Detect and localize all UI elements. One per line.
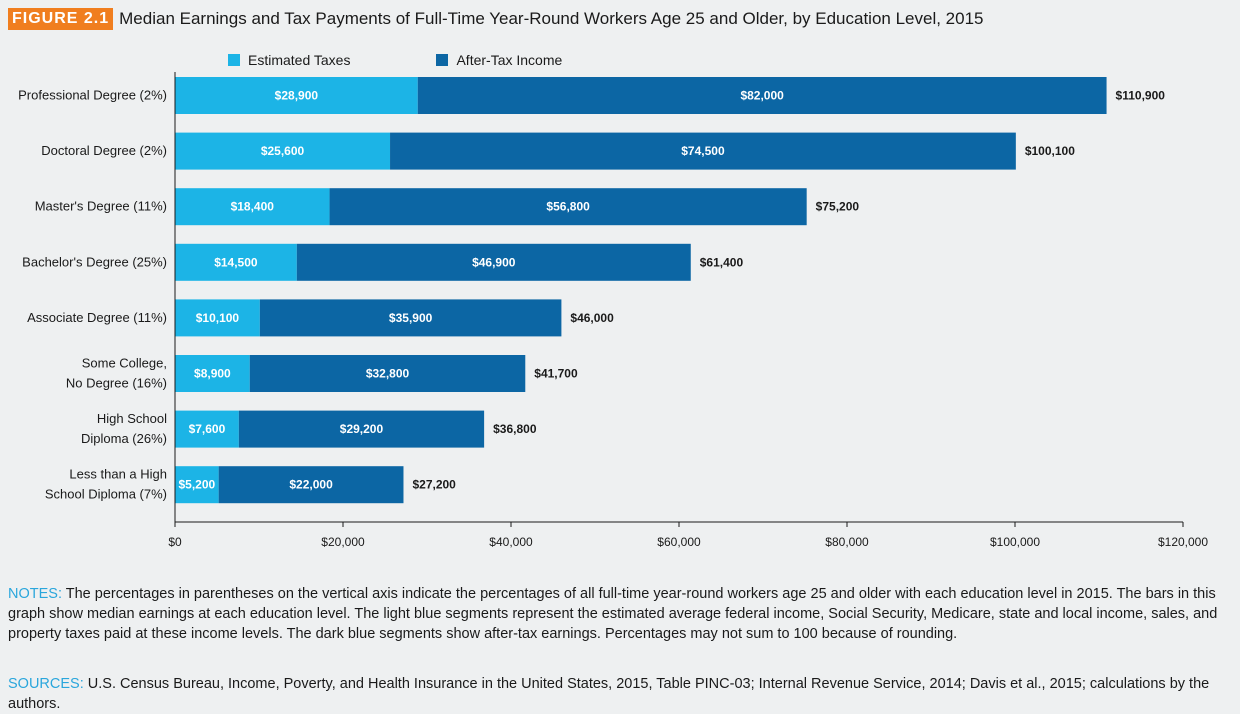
x-tick-label: $0: [168, 535, 182, 549]
bar-value-label: $18,400: [231, 200, 275, 214]
bar-total-label: $75,200: [816, 200, 860, 214]
category-label: School Diploma (7%): [45, 487, 167, 502]
figure-tag: FIGURE 2.1: [8, 8, 114, 30]
notes-text: The percentages in parentheses on the ve…: [8, 586, 1218, 642]
bar-total-label: $46,000: [570, 311, 614, 325]
bar-segment-after-tax-4: [259, 299, 562, 337]
bar-segment-taxes-6: [175, 410, 239, 448]
category-label: Less than a High: [69, 467, 167, 482]
category-label: Associate Degree (11%): [27, 310, 167, 325]
bar-value-label: $10,100: [196, 311, 240, 325]
bar-total-label: $100,100: [1025, 144, 1075, 158]
x-tick-label: $80,000: [825, 535, 869, 549]
category-label: Bachelor's Degree (25%): [22, 254, 167, 269]
bar-segment-taxes-4: [175, 299, 260, 337]
legend-label-after-tax-income: After-Tax Income: [456, 52, 563, 68]
x-tick-label: $40,000: [489, 535, 533, 549]
bar-value-label: $56,800: [546, 200, 590, 214]
bar-total-label: $110,900: [1116, 89, 1166, 103]
bar-segment-taxes-3: [175, 243, 297, 281]
x-tick-label: $20,000: [321, 535, 365, 549]
chart-legend: Estimated Taxes After-Tax Income: [228, 51, 648, 69]
bar-total-label: $41,700: [534, 367, 578, 381]
bar-segment-after-tax-0: [417, 77, 1107, 114]
legend-item-after-tax-income: After-Tax Income: [436, 52, 562, 68]
bar-segment-taxes-1: [175, 132, 391, 170]
bar-value-label: $82,000: [740, 89, 784, 103]
x-tick-label: $60,000: [657, 535, 701, 549]
bar-value-label: $7,600: [189, 422, 226, 436]
bar-segment-after-tax-2: [329, 188, 807, 226]
legend-swatch-estimated-taxes: [228, 54, 240, 66]
figure-header: FIGURE 2.1 Median Earnings and Tax Payme…: [8, 6, 1232, 32]
bar-total-label: $61,400: [700, 255, 744, 269]
bar-segment-after-tax-5: [249, 355, 526, 392]
category-label: Some College,: [82, 356, 167, 371]
notes: NOTES: The percentages in parentheses on…: [8, 584, 1232, 644]
sources-text: U.S. Census Bureau, Income, Poverty, and…: [8, 676, 1210, 712]
x-tick-label: $120,000: [1158, 535, 1208, 549]
bar-segment-after-tax-6: [238, 410, 485, 448]
bar-value-label: $25,600: [261, 144, 305, 158]
bar-value-label: $32,800: [366, 367, 410, 381]
category-label: Doctoral Degree (2%): [41, 143, 167, 158]
category-label: Professional Degree (2%): [18, 88, 167, 103]
bar-segment-after-tax-7: [218, 466, 404, 504]
category-label: Master's Degree (11%): [35, 199, 167, 214]
x-tick-label: $100,000: [990, 535, 1040, 549]
bar-segment-taxes-2: [175, 188, 330, 226]
bar-segment-taxes-5: [175, 355, 250, 392]
bar-segment-taxes-7: [175, 466, 219, 504]
notes-label: NOTES:: [8, 586, 62, 602]
sources-label: SOURCES:: [8, 676, 84, 692]
bar-value-label: $22,000: [289, 478, 333, 492]
category-label: Diploma (26%): [81, 431, 167, 446]
bar-value-label: $35,900: [389, 311, 433, 325]
bar-value-label: $8,900: [194, 367, 231, 381]
bar-segment-after-tax-1: [390, 132, 1016, 170]
sources: SOURCES: U.S. Census Bureau, Income, Pov…: [8, 674, 1232, 714]
bar-total-label: $36,800: [493, 422, 537, 436]
bar-value-label: $5,200: [178, 478, 215, 492]
category-label: High School: [97, 411, 167, 426]
bar-segment-after-tax-3: [296, 243, 691, 281]
bar-value-label: $46,900: [472, 255, 516, 269]
bar-value-label: $29,200: [340, 422, 384, 436]
bar-segment-taxes-0: [175, 77, 418, 114]
legend-label-estimated-taxes: Estimated Taxes: [248, 52, 351, 68]
legend-swatch-after-tax-income: [436, 54, 449, 66]
bar-value-label: $14,500: [214, 255, 258, 269]
bar-total-label: $27,200: [412, 478, 456, 492]
bar-chart: $28,900 $82,000 $110,900 Professional Degre…: [18, 72, 1208, 549]
figure-title: Median Earnings and Tax Payments of Full…: [119, 9, 984, 28]
bar-value-label: $74,500: [681, 144, 725, 158]
bar-value-label: $28,900: [275, 89, 319, 103]
category-label: No Degree (16%): [66, 376, 167, 391]
legend-item-estimated-taxes: Estimated Taxes: [228, 52, 350, 68]
